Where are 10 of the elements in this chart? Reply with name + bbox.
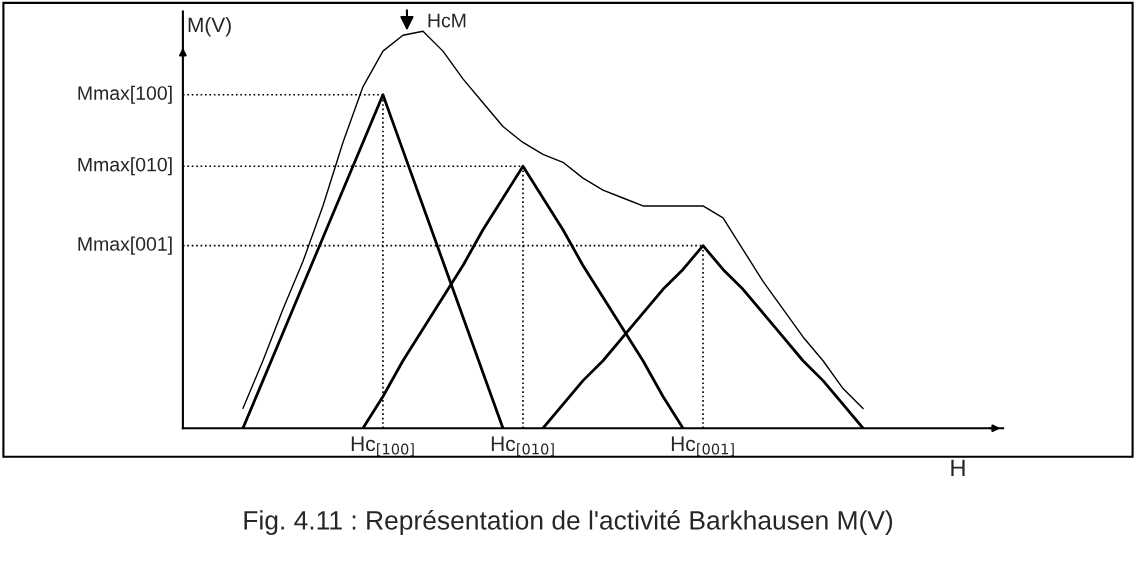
- x-tick-label: Hc$_{[010]}$: [491, 436, 554, 457]
- y-axis-title: M(V): [188, 17, 231, 37]
- text: HcM: [428, 13, 466, 28]
- ref-line-label: Mmax[100]: [78, 85, 172, 104]
- x-axis-title: H: [951, 459, 965, 477]
- x-tick-label: Hc$_{[100]}$: [351, 436, 414, 457]
- ref-line-label: Mmax[010]: [78, 157, 172, 176]
- caption: Fig. 4.11 : Représentation de l'activité Barkhausen M(V): [244, 510, 893, 535]
- x-tick-label: Hc$_{[001]}$: [671, 436, 734, 457]
- ref-line-label: Mmax[001]: [78, 236, 172, 255]
